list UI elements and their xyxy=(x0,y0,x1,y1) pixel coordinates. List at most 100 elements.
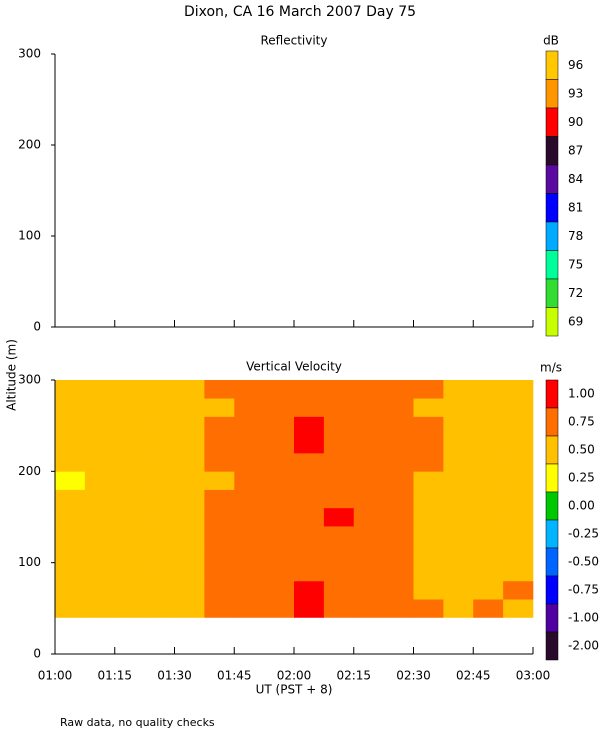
colorbar-segment xyxy=(545,79,559,109)
colorbar-segment xyxy=(545,164,559,194)
heatmap-cell xyxy=(473,507,504,527)
y-tick-label: 100 xyxy=(18,229,41,243)
heatmap-cell xyxy=(55,453,86,472)
heatmap-cell xyxy=(144,453,175,472)
heatmap-cell xyxy=(473,434,504,454)
heatmap-cell xyxy=(473,526,504,545)
heatmap-cell xyxy=(413,434,444,454)
x-tick-label: 01:15 xyxy=(97,669,132,683)
heatmap-cell xyxy=(353,562,384,582)
heatmap-cell xyxy=(144,562,175,582)
heatmap-cell xyxy=(144,544,175,563)
heatmap-cell xyxy=(413,380,444,399)
heatmap-cell xyxy=(383,398,414,417)
heatmap-cell xyxy=(114,599,145,618)
heatmap-cell xyxy=(144,599,175,618)
colorbar-label: 93 xyxy=(568,86,583,100)
heatmap-cell xyxy=(234,453,265,472)
heatmap-cell xyxy=(234,562,265,582)
heatmap-cell xyxy=(234,526,265,545)
colorbar-segment xyxy=(545,519,559,549)
colorbar-label: -0.25 xyxy=(568,527,599,541)
heatmap-cell xyxy=(84,380,116,399)
heatmap-cell xyxy=(174,544,205,563)
heatmap-cell xyxy=(55,398,86,417)
heatmap-cell xyxy=(55,599,86,618)
colorbar-label: 0.50 xyxy=(568,443,595,457)
heatmap-cell xyxy=(323,398,355,417)
colorbar-label: 1.00 xyxy=(568,387,595,401)
heatmap-cell xyxy=(144,580,175,600)
heatmap-cell xyxy=(55,544,86,563)
heatmap-cell xyxy=(294,562,325,582)
heatmap-cell xyxy=(144,526,175,545)
heatmap-cell xyxy=(323,416,355,436)
heatmap-cell xyxy=(84,416,116,436)
heatmap-cell xyxy=(114,434,145,454)
heatmap-cell xyxy=(443,398,474,417)
heatmap-cell xyxy=(383,580,414,600)
heatmap-cell xyxy=(204,434,235,454)
heatmap-cell xyxy=(264,526,295,545)
colorbar-label: -0.50 xyxy=(568,555,599,569)
heatmap-cell xyxy=(174,489,205,509)
heatmap-cell xyxy=(204,526,235,545)
heatmap-cell xyxy=(503,434,534,454)
heatmap-cell xyxy=(144,489,175,509)
heatmap-cell xyxy=(174,526,205,545)
colorbar-segment xyxy=(545,463,559,493)
x-tick-label: 02:00 xyxy=(277,669,312,683)
heatmap-cell xyxy=(264,453,295,472)
heatmap-cell xyxy=(294,380,325,399)
colorbar-segment xyxy=(545,407,559,437)
heatmap-cell xyxy=(323,453,355,472)
colorbar-segment xyxy=(545,547,559,577)
heatmap-cell xyxy=(443,580,474,600)
heatmap-cell xyxy=(383,544,414,563)
heatmap-cell xyxy=(204,398,235,417)
heatmap-cell xyxy=(353,380,384,399)
heatmap-cell xyxy=(174,471,205,490)
heatmap-cell xyxy=(503,453,534,472)
heatmap-cell xyxy=(383,507,414,527)
heatmap-cell xyxy=(174,562,205,582)
colorbar-label: 72 xyxy=(568,286,583,300)
heatmap-cell xyxy=(443,380,474,399)
colorbar-label: 96 xyxy=(568,58,583,72)
colorbar-title: dB xyxy=(543,34,559,48)
heatmap-cell xyxy=(383,489,414,509)
colorbar-segment xyxy=(545,379,559,409)
heatmap-cell xyxy=(234,471,265,490)
heatmap-cell xyxy=(323,380,355,399)
heatmap-cell xyxy=(144,434,175,454)
heatmap-cell xyxy=(294,544,325,563)
heatmap-cell xyxy=(413,580,444,600)
heatmap-cell xyxy=(443,471,474,490)
heatmap-cell xyxy=(383,416,414,436)
heatmap-cell xyxy=(294,434,325,454)
heatmap-cell xyxy=(174,398,205,417)
heatmap-cell xyxy=(443,526,474,545)
colorbar-segment xyxy=(545,278,559,308)
heatmap-cell xyxy=(55,471,86,490)
heatmap-cell xyxy=(294,416,325,436)
heatmap-cell xyxy=(503,489,534,509)
heatmap-cell xyxy=(443,544,474,563)
heatmap-cell xyxy=(503,599,534,618)
x-tick-label: 02:45 xyxy=(456,669,491,683)
heatmap-cell xyxy=(294,599,325,618)
heatmap-cell xyxy=(473,599,504,618)
heatmap-cell xyxy=(473,380,504,399)
heatmap-cell xyxy=(144,416,175,436)
x-tick-label: 03:00 xyxy=(516,669,551,683)
heatmap-cell xyxy=(55,489,86,509)
heatmap-cell xyxy=(413,526,444,545)
heatmap-cell xyxy=(503,580,534,600)
heatmap-cell xyxy=(114,453,145,472)
heatmap-cell xyxy=(234,416,265,436)
heatmap-cell xyxy=(114,380,145,399)
heatmap-cell xyxy=(114,580,145,600)
heatmap-cell xyxy=(234,544,265,563)
heatmap-cell xyxy=(323,580,355,600)
heatmap-cell xyxy=(294,398,325,417)
